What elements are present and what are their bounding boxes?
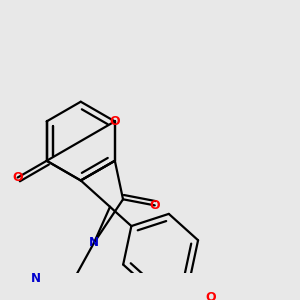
Text: N: N [89,236,99,249]
Text: N: N [31,272,40,284]
Text: O: O [110,115,120,128]
Text: O: O [12,171,23,184]
Text: O: O [149,199,160,212]
Text: O: O [205,291,216,300]
